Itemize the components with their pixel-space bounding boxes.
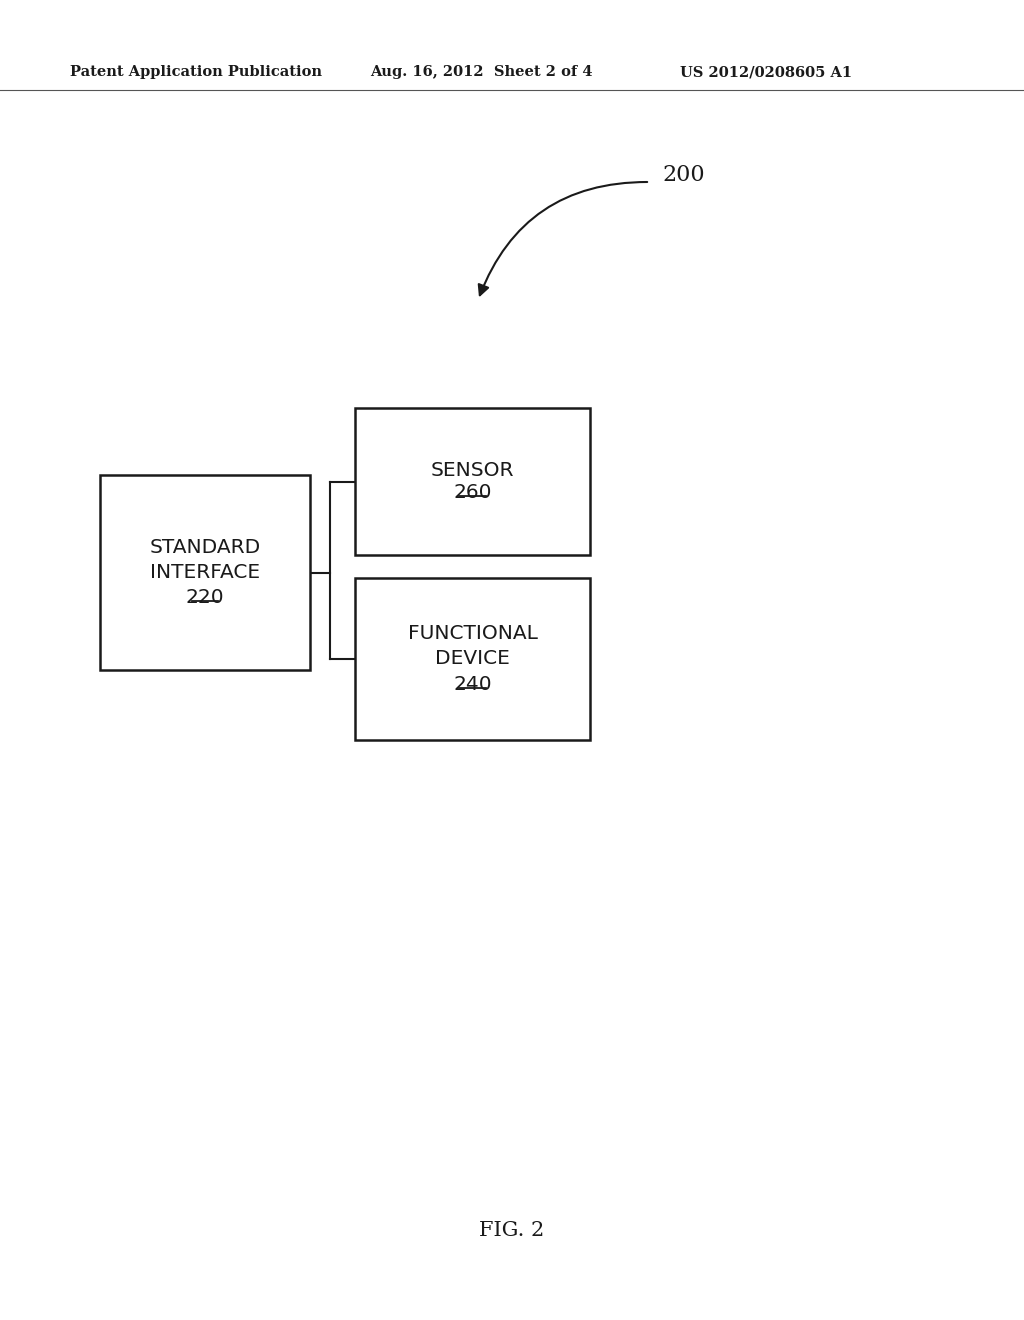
Text: Patent Application Publication: Patent Application Publication: [70, 65, 322, 79]
Text: SENSOR: SENSOR: [431, 461, 514, 480]
Text: FIG. 2: FIG. 2: [479, 1221, 545, 1239]
Text: INTERFACE: INTERFACE: [150, 564, 260, 582]
Text: DEVICE: DEVICE: [435, 649, 510, 668]
Text: 200: 200: [662, 164, 705, 186]
Bar: [355, 408, 590, 554]
Text: FUNCTIONAL: FUNCTIONAL: [408, 624, 538, 643]
Text: US 2012/0208605 A1: US 2012/0208605 A1: [680, 65, 852, 79]
Bar: [100, 475, 310, 671]
Text: STANDARD: STANDARD: [150, 537, 261, 557]
Text: Aug. 16, 2012  Sheet 2 of 4: Aug. 16, 2012 Sheet 2 of 4: [370, 65, 593, 79]
Text: 240: 240: [454, 675, 492, 694]
Bar: [355, 578, 590, 741]
Text: 220: 220: [185, 589, 224, 607]
Text: 260: 260: [454, 483, 492, 502]
